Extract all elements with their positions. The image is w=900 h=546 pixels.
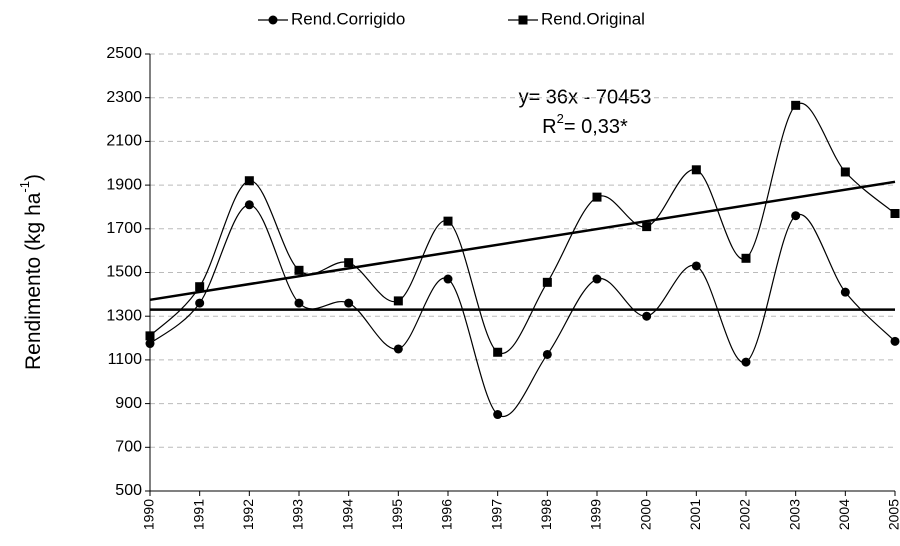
point bbox=[493, 410, 503, 420]
y-tick-label: 2500 bbox=[106, 45, 142, 62]
x-tick-label: 1995 bbox=[389, 499, 405, 530]
x-tick-label: 2000 bbox=[637, 499, 653, 530]
point bbox=[592, 192, 602, 202]
x-tick-label: 1996 bbox=[439, 499, 455, 530]
point bbox=[145, 331, 155, 341]
x-tick-label: 1993 bbox=[290, 499, 306, 530]
point bbox=[741, 253, 751, 263]
point bbox=[691, 261, 701, 271]
x-tick-label: 2003 bbox=[786, 499, 802, 530]
point bbox=[890, 209, 900, 219]
x-tick-label: 2001 bbox=[687, 499, 703, 530]
series-line bbox=[149, 204, 896, 418]
point bbox=[791, 211, 801, 221]
point bbox=[791, 100, 801, 110]
point bbox=[542, 277, 552, 287]
r-squared: R2= 0,33* bbox=[542, 111, 628, 138]
y-tick-label: 1900 bbox=[106, 176, 142, 193]
y-tick-label: 2300 bbox=[106, 89, 142, 106]
y-tick-label: 1300 bbox=[106, 307, 142, 324]
point bbox=[244, 200, 254, 210]
point bbox=[393, 296, 403, 306]
x-tick-label: 2005 bbox=[886, 499, 900, 530]
x-tick-label: 1997 bbox=[488, 499, 504, 530]
point bbox=[145, 339, 155, 349]
legend-marker bbox=[268, 15, 278, 25]
point bbox=[294, 298, 304, 308]
point bbox=[741, 357, 751, 367]
point bbox=[890, 336, 900, 346]
point bbox=[691, 165, 701, 175]
point bbox=[443, 216, 453, 226]
y-label-end: ) bbox=[22, 174, 45, 181]
y-tick-label: 700 bbox=[115, 439, 142, 456]
y-axis-label: Rendimento (kg ha-1) bbox=[17, 174, 44, 370]
y-tick-label: 500 bbox=[115, 482, 142, 499]
r-rest: = 0,33* bbox=[564, 116, 628, 138]
point bbox=[642, 311, 652, 321]
x-tick-label: 2004 bbox=[836, 499, 852, 530]
x-tick-label: 1999 bbox=[588, 499, 604, 530]
r-sup: 2 bbox=[557, 111, 564, 126]
r-base: R bbox=[542, 116, 556, 138]
x-tick-label: 1991 bbox=[190, 499, 206, 530]
y-tick-label: 1500 bbox=[106, 264, 142, 281]
point bbox=[195, 282, 205, 292]
y-tick-label: 1100 bbox=[108, 351, 143, 368]
legend-label: Rend.Corrigido bbox=[291, 9, 405, 28]
y-label-sup: -1 bbox=[17, 181, 32, 193]
point bbox=[542, 349, 552, 359]
point bbox=[493, 347, 503, 357]
point bbox=[294, 265, 304, 275]
point bbox=[840, 167, 850, 177]
point bbox=[344, 258, 354, 268]
y-label-text: Rendimento (kg ha bbox=[22, 192, 45, 370]
y-tick-label: 900 bbox=[115, 395, 142, 412]
point bbox=[344, 298, 354, 308]
point bbox=[195, 298, 205, 308]
point bbox=[642, 222, 652, 232]
point bbox=[443, 274, 453, 284]
x-tick-label: 1992 bbox=[240, 499, 256, 530]
point bbox=[393, 344, 403, 354]
y-tick-label: 2100 bbox=[106, 133, 142, 150]
x-tick-label: 1990 bbox=[141, 499, 157, 530]
point bbox=[840, 287, 850, 297]
x-tick-label: 1994 bbox=[339, 499, 355, 530]
y-tick-label: 1700 bbox=[106, 220, 142, 237]
point bbox=[244, 176, 254, 186]
x-tick-label: 2002 bbox=[737, 499, 753, 530]
series-line bbox=[149, 102, 896, 355]
x-tick-label: 1998 bbox=[538, 499, 554, 530]
point bbox=[592, 274, 602, 284]
legend-label: Rend.Original bbox=[541, 9, 645, 28]
legend-marker bbox=[518, 15, 528, 25]
trend-line bbox=[149, 180, 896, 302]
